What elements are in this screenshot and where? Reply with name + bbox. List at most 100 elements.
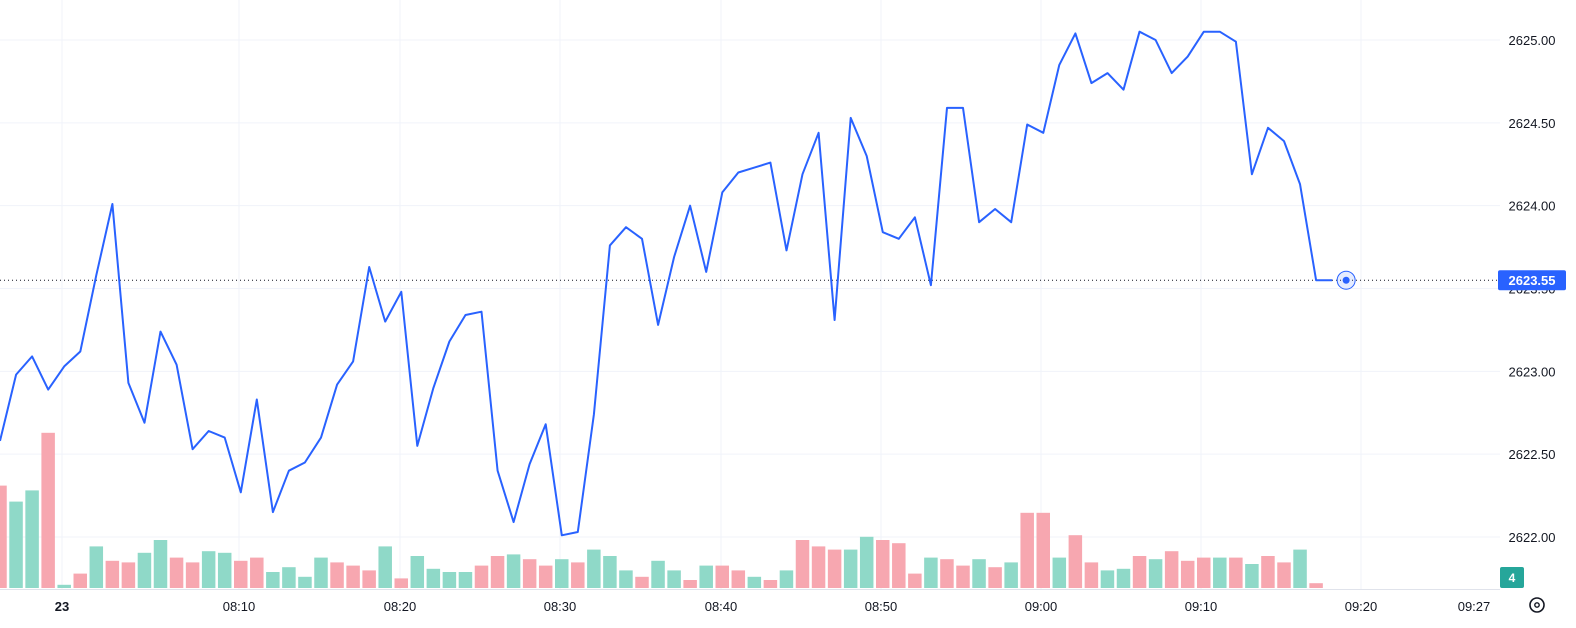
- volume-bar: [153, 540, 168, 588]
- y-tick-label: 2622.50: [1509, 447, 1556, 462]
- volume-bar: [506, 554, 521, 588]
- y-tick-label: 2624.00: [1509, 199, 1556, 214]
- volume-bar: [699, 565, 713, 588]
- volume-bar: [571, 562, 585, 588]
- volume-bar: [314, 557, 328, 588]
- volume-bar: [811, 546, 826, 588]
- volume-bar: [1036, 512, 1050, 588]
- volume-bar: [185, 562, 200, 588]
- volume-bar: [57, 584, 71, 588]
- volume-bar: [169, 557, 184, 588]
- volume-bar: [924, 557, 938, 588]
- volume-bar: [41, 432, 55, 588]
- volume-bar: [217, 552, 232, 588]
- volume-bar: [538, 565, 553, 588]
- volume-bar: [1084, 562, 1099, 588]
- volume-bar: [908, 573, 922, 588]
- volume-bar: [651, 560, 665, 588]
- time-axis[interactable]: 23 08:10 08:20 08:30 08:40 08:50 09:00 09:10 09:…: [55, 599, 1491, 614]
- x-tick-label: 09:10: [1185, 599, 1218, 614]
- volume-bar: [490, 556, 505, 588]
- volume-bar: [121, 562, 136, 588]
- volume-bar: [1004, 562, 1018, 588]
- volume-bar: [1213, 557, 1227, 588]
- volume-bar: [1020, 512, 1034, 588]
- y-tick-label: 2625.00: [1509, 33, 1556, 48]
- volume-bar: [378, 546, 392, 588]
- grid-lines: [0, 0, 1500, 589]
- volume-bar: [763, 580, 778, 588]
- settings-gear-center-icon: [1534, 602, 1540, 608]
- volume-bar: [1180, 560, 1195, 588]
- volume-bar: [795, 540, 810, 588]
- volume-bar: [282, 567, 296, 588]
- volume-bar: [1229, 557, 1243, 588]
- volume-bar: [105, 560, 120, 588]
- volume-bar: [956, 565, 970, 588]
- x-tick-label: 09:20: [1345, 599, 1378, 614]
- volume-bar: [394, 578, 408, 588]
- volume-bar: [555, 559, 569, 588]
- volume-bar: [843, 549, 858, 588]
- y-tick-label: 2622.00: [1509, 530, 1556, 545]
- volume-bar: [474, 565, 489, 588]
- volume-bar: [330, 562, 344, 588]
- x-tick-label: 09:00: [1025, 599, 1058, 614]
- volume-bar: [779, 570, 794, 588]
- last-price-badge: 2623.55: [1498, 270, 1566, 291]
- volume-bar: [1164, 551, 1179, 588]
- volume-bar: [892, 543, 906, 588]
- volume-bar: [876, 540, 890, 588]
- volume-bar: [1052, 557, 1067, 588]
- volume-bar: [9, 501, 23, 588]
- volume-bar: [940, 559, 954, 588]
- volume-bar: [683, 580, 697, 588]
- volume-bar: [234, 560, 248, 588]
- x-tick-label: 08:10: [223, 599, 256, 614]
- volume-bar: [859, 536, 874, 588]
- volume-bar: [1261, 556, 1275, 588]
- settings-gear-icon[interactable]: [1529, 597, 1545, 613]
- volume-bars: [0, 432, 1323, 588]
- last-price-badge-label: 2623.55: [1509, 273, 1556, 288]
- volume-badge-bg: [1500, 567, 1524, 588]
- volume-bar: [73, 573, 87, 588]
- volume-bar: [0, 485, 7, 588]
- x-tick-label: 09:27: [1458, 599, 1491, 614]
- volume-bar: [1293, 549, 1307, 588]
- y-tick-label: 2624.50: [1509, 116, 1556, 131]
- volume-bar: [1132, 556, 1147, 588]
- volume-bar: [1148, 559, 1163, 588]
- volume-bar: [410, 556, 425, 588]
- volume-bar: [827, 549, 842, 588]
- volume-bar: [619, 570, 633, 588]
- volume-bar: [731, 570, 746, 588]
- last-price-badge-bg: [1498, 270, 1566, 291]
- volume-bar: [635, 576, 649, 588]
- volume-bar: [250, 557, 264, 588]
- volume-bar: [298, 576, 312, 588]
- volume-badge-label: 4: [1509, 571, 1516, 585]
- volume-bar: [1277, 562, 1291, 588]
- volume-bar: [458, 572, 473, 588]
- volume-bar: [442, 572, 457, 588]
- last-point-marker: [1342, 276, 1350, 284]
- volume-bar: [1245, 564, 1259, 588]
- volume-bar: [89, 546, 104, 588]
- volume-bar: [1116, 568, 1131, 588]
- chart-settings-button[interactable]: [1529, 597, 1545, 613]
- volume-bar: [137, 552, 152, 588]
- volume-bar: [362, 570, 376, 588]
- volume-bar: [522, 559, 537, 588]
- volume-bar: [715, 565, 729, 588]
- x-tick-label: 08:30: [544, 599, 577, 614]
- volume-bar: [1309, 583, 1323, 588]
- volume-bar: [972, 559, 986, 588]
- y-tick-label: 2623.00: [1509, 364, 1556, 379]
- volume-bar: [667, 570, 681, 588]
- volume-bar: [201, 551, 216, 588]
- volume-bar: [1197, 557, 1211, 588]
- x-tick-label: 08:50: [865, 599, 898, 614]
